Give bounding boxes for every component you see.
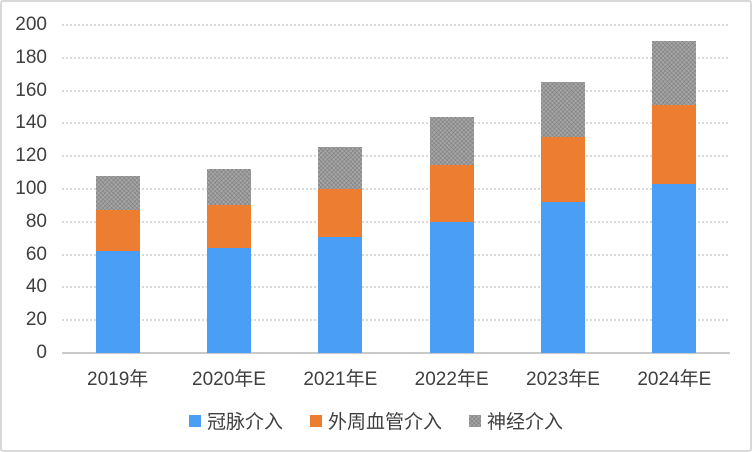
plot-area	[62, 24, 730, 354]
legend-item-coronary-intervention: 冠脉介入	[188, 407, 283, 434]
bar-segment-peripheral-vascular-intervention	[429, 165, 474, 222]
bar-segment-coronary-intervention	[95, 251, 140, 353]
x-axis-label: 2021年E	[303, 369, 378, 390]
gridline	[62, 319, 730, 322]
x-axis: 2019年 2020年E 2021年E 2022年E 2023年E 2024年E	[62, 364, 730, 391]
bar-stack	[429, 116, 474, 353]
gridline	[62, 286, 730, 289]
bar-segment-peripheral-vascular-intervention	[206, 205, 251, 249]
y-axis-label: 100	[15, 178, 47, 199]
bar-segment-coronary-intervention	[429, 221, 474, 353]
y-axis-label: 0	[36, 342, 47, 363]
gridline	[62, 122, 730, 125]
bar-group	[173, 25, 284, 353]
y-axis-label: 200	[15, 14, 47, 35]
x-axis-label: 2024年E	[637, 369, 712, 390]
bar-group	[619, 25, 730, 353]
y-axis: 0 20 40 60 80 100 120 140 160 180 200	[2, 14, 47, 363]
legend-swatch-neuro-intervention	[469, 414, 481, 427]
y-axis-label: 160	[15, 79, 47, 101]
y-axis-label: 180	[15, 46, 47, 68]
bar-stack	[652, 41, 697, 353]
y-axis-label: 60	[25, 243, 47, 265]
legend-swatch-peripheral-vascular-intervention	[309, 414, 322, 427]
bar-stack	[540, 82, 585, 353]
bar-stack	[95, 175, 140, 353]
bar-group	[396, 25, 507, 353]
bar-segment-neuro-intervention	[206, 168, 251, 206]
bar-stack	[318, 147, 363, 353]
y-axis-label: 80	[25, 210, 47, 232]
bar-segment-neuro-intervention	[95, 175, 140, 211]
legend-label-coronary-intervention: 冠脉介入	[206, 412, 283, 433]
bar-segment-neuro-intervention	[652, 41, 697, 106]
legend-label-peripheral-vascular-intervention: 外周血管介入	[327, 412, 442, 433]
gridline	[62, 220, 730, 223]
gridline	[62, 188, 730, 190]
bar-group	[285, 25, 396, 353]
bar-segment-coronary-intervention	[206, 248, 251, 353]
x-axis-label: 2023年E	[526, 369, 600, 390]
bar-segment-neuro-intervention	[540, 82, 585, 137]
legend-item-neuro-intervention: 神经介入	[469, 407, 563, 434]
y-axis-label: 40	[25, 276, 47, 298]
y-axis-label: 140	[15, 112, 47, 134]
bar-segment-coronary-intervention	[652, 184, 697, 353]
legend-label-neuro-intervention: 神经介入	[487, 412, 564, 433]
bar-segment-neuro-intervention	[429, 116, 474, 166]
gridline	[62, 89, 730, 92]
legend-swatch-coronary-intervention	[188, 414, 201, 427]
legend: 冠脉介入 外周血管介入 神经介入	[2, 407, 750, 434]
bar-segment-peripheral-vascular-intervention	[652, 105, 697, 185]
x-axis-line	[62, 352, 730, 354]
bar-segment-peripheral-vascular-intervention	[318, 189, 363, 237]
gridline	[62, 155, 730, 158]
bar-stack	[206, 168, 251, 353]
bar-group	[507, 25, 618, 353]
bar-segment-peripheral-vascular-intervention	[95, 210, 140, 252]
x-axis-label: 2020年E	[192, 369, 266, 390]
bar-segment-coronary-intervention	[318, 236, 363, 353]
bar-group	[62, 25, 173, 353]
y-axis-label: 120	[15, 145, 47, 167]
bar-segment-neuro-intervention	[318, 147, 363, 190]
y-axis-label: 20	[25, 309, 47, 331]
bar-segment-peripheral-vascular-intervention	[540, 136, 585, 203]
gridline	[62, 56, 730, 59]
x-axis-label: 2019年	[87, 369, 149, 390]
gridline	[62, 253, 730, 256]
bar-segment-coronary-intervention	[540, 202, 585, 353]
x-axis-label: 2022年E	[414, 369, 489, 390]
legend-item-peripheral-vascular-intervention: 外周血管介入	[309, 407, 442, 434]
gridline	[62, 24, 730, 26]
